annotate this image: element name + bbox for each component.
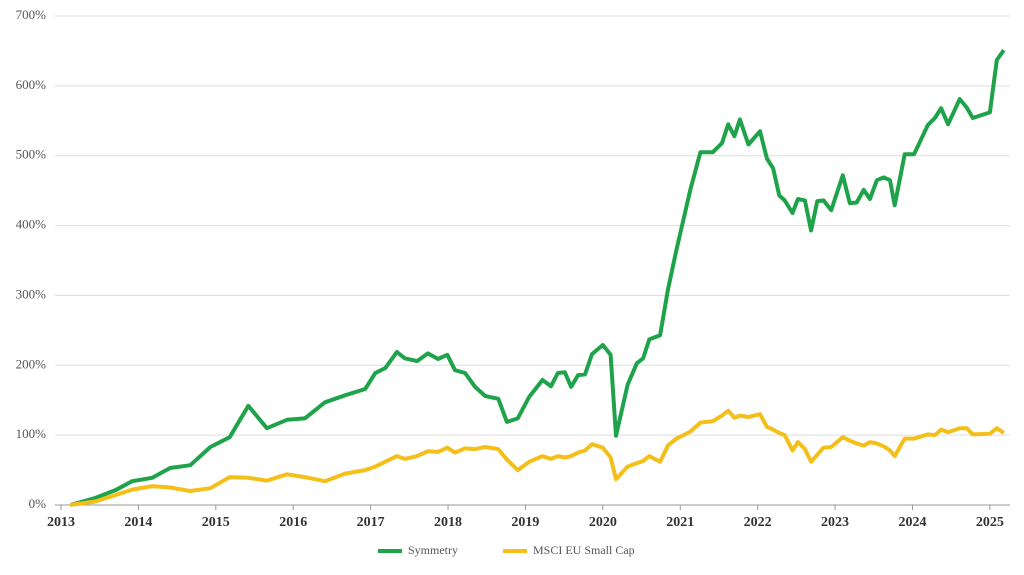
x-tick-label: 2023 bbox=[821, 515, 849, 530]
y-tick-label: 300% bbox=[16, 286, 47, 301]
x-tick-label: 2020 bbox=[589, 515, 617, 530]
x-tick-label: 2015 bbox=[202, 515, 230, 530]
y-tick-label: 100% bbox=[16, 426, 47, 441]
legend-label: MSCI EU Small Cap bbox=[533, 543, 635, 557]
series-line bbox=[69, 49, 1006, 507]
x-tick-label: 2017 bbox=[357, 515, 385, 530]
series-line bbox=[70, 408, 1005, 507]
x-tick-label: 2021 bbox=[666, 515, 694, 530]
y-tick-label: 500% bbox=[16, 147, 47, 162]
x-tick-label: 2024 bbox=[898, 515, 926, 530]
x-tick-label: 2018 bbox=[434, 515, 462, 530]
y-tick-label: 600% bbox=[16, 77, 47, 92]
y-tick-label: 0% bbox=[29, 496, 47, 511]
y-tick-label: 200% bbox=[16, 356, 47, 371]
x-tick-label: 2016 bbox=[279, 515, 307, 530]
x-tick-label: 2022 bbox=[744, 515, 772, 530]
x-tick-label: 2014 bbox=[124, 515, 152, 530]
y-tick-label: 700% bbox=[16, 7, 47, 22]
x-tick-label: 2013 bbox=[47, 515, 75, 530]
x-tick-label: 2019 bbox=[511, 515, 539, 530]
y-tick-label: 400% bbox=[16, 217, 47, 232]
x-tick-label: 2025 bbox=[976, 515, 1004, 530]
legend-label: Symmetry bbox=[408, 543, 458, 557]
